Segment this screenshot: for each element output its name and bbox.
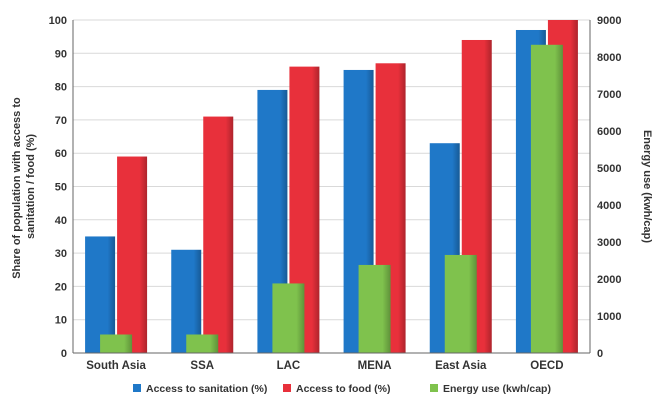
category-labels: South Asia SSA LAC MENA East Asia OECD [86, 360, 563, 372]
y2-tick-label: 1000 [597, 311, 621, 323]
y2-tick-label: 5000 [597, 163, 621, 175]
category-label: OECD [530, 360, 563, 372]
y-axis-title-line-1: Share of population with access to [11, 97, 23, 279]
bars [85, 20, 578, 354]
y-tick-label: 30 [55, 248, 67, 260]
y-axis-title: Share of population with access to sanit… [11, 94, 37, 279]
y2-tick-label: 0 [597, 348, 603, 360]
category-label: South Asia [86, 360, 146, 372]
y-tick-labels: 0 10 20 30 40 50 60 70 80 90 100 [49, 15, 67, 360]
legend: Access to sanitation (%) Access to food (… [133, 383, 551, 395]
category-label: East Asia [435, 360, 487, 372]
bar-sanitation [85, 236, 116, 353]
y2-tick-labels: 0 1000 2000 3000 4000 5000 6000 7000 8000 9000 [597, 15, 621, 360]
legend-label: Access to food (%) [296, 383, 391, 395]
y-tick-label: 100 [49, 15, 67, 27]
y-tick-label: 60 [55, 148, 67, 160]
y2-tick-label: 2000 [597, 274, 621, 286]
category-label: SSA [190, 360, 214, 372]
axes [72, 20, 591, 354]
bar-energy [444, 254, 477, 353]
y2-tick-label: 8000 [597, 52, 621, 64]
bar-energy [358, 264, 391, 353]
y-tick-label: 50 [55, 182, 67, 194]
bar-energy [530, 44, 563, 353]
bar-food [117, 156, 148, 353]
category-label: LAC [277, 360, 301, 372]
y-tick-label: 70 [55, 115, 67, 127]
y-tick-label: 0 [61, 348, 67, 360]
legend-label: Access to sanitation (%) [146, 383, 267, 395]
legend-swatch [430, 384, 438, 392]
legend-swatch [283, 384, 291, 392]
bar-energy [272, 283, 305, 353]
y-tick-label: 20 [55, 281, 67, 293]
y-tick-label: 90 [55, 48, 67, 60]
legend-swatch [133, 384, 141, 392]
y-tick-label: 10 [55, 315, 67, 327]
y2-axis-title: Energy use (kwh/cap) [641, 130, 653, 243]
bar-energy [100, 334, 133, 353]
y2-tick-label: 3000 [597, 237, 621, 249]
y2-tick-label: 6000 [597, 126, 621, 138]
legend-label: Energy use (kwh/cap) [443, 383, 551, 395]
y2-tick-label: 9000 [597, 15, 621, 27]
bar-food [203, 116, 234, 353]
bar-energy [186, 334, 219, 353]
y2-tick-label: 7000 [597, 89, 621, 101]
y2-tick-label: 4000 [597, 200, 621, 212]
y-tick-label: 40 [55, 215, 67, 227]
y-tick-label: 80 [55, 82, 67, 94]
category-label: MENA [358, 360, 392, 372]
gridlines [73, 19, 590, 354]
y-axis-title-line-2: sanitation / food (%) [25, 134, 37, 239]
